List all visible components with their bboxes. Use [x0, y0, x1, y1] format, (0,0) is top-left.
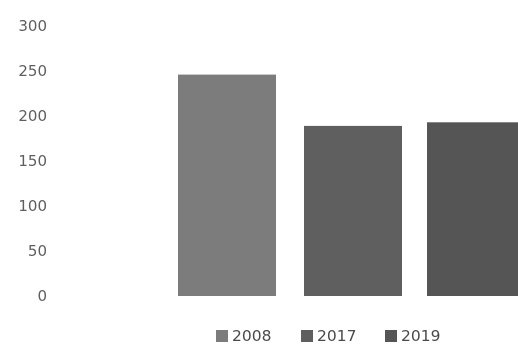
legend-label: 2008	[232, 327, 271, 345]
bars	[178, 74, 518, 297]
y-tick-label: 0	[37, 287, 47, 305]
y-tick-label: 200	[18, 107, 47, 125]
y-tick-label: 300	[18, 17, 47, 35]
y-tick-label: 250	[18, 62, 47, 80]
bar-2019	[427, 122, 518, 296]
y-tick-label: 150	[18, 152, 47, 170]
legend-label: 2019	[401, 327, 440, 345]
legend-item-2008: 2008	[216, 327, 271, 345]
legend-item-2019: 2019	[385, 327, 440, 345]
bar-2008	[178, 74, 276, 296]
bar-2017	[304, 125, 402, 297]
legend-item-2017: 2017	[301, 327, 356, 345]
y-tick-label: 50	[28, 242, 47, 260]
y-axis-tick-labels: 0 50 100 150 200 250 300	[18, 17, 47, 305]
legend-swatch	[301, 330, 313, 342]
legend-swatch	[385, 330, 397, 342]
y-tick-label: 100	[18, 197, 47, 215]
legend: 2008 2017 2019	[216, 327, 440, 345]
legend-swatch	[216, 330, 228, 342]
legend-label: 2017	[317, 327, 356, 345]
